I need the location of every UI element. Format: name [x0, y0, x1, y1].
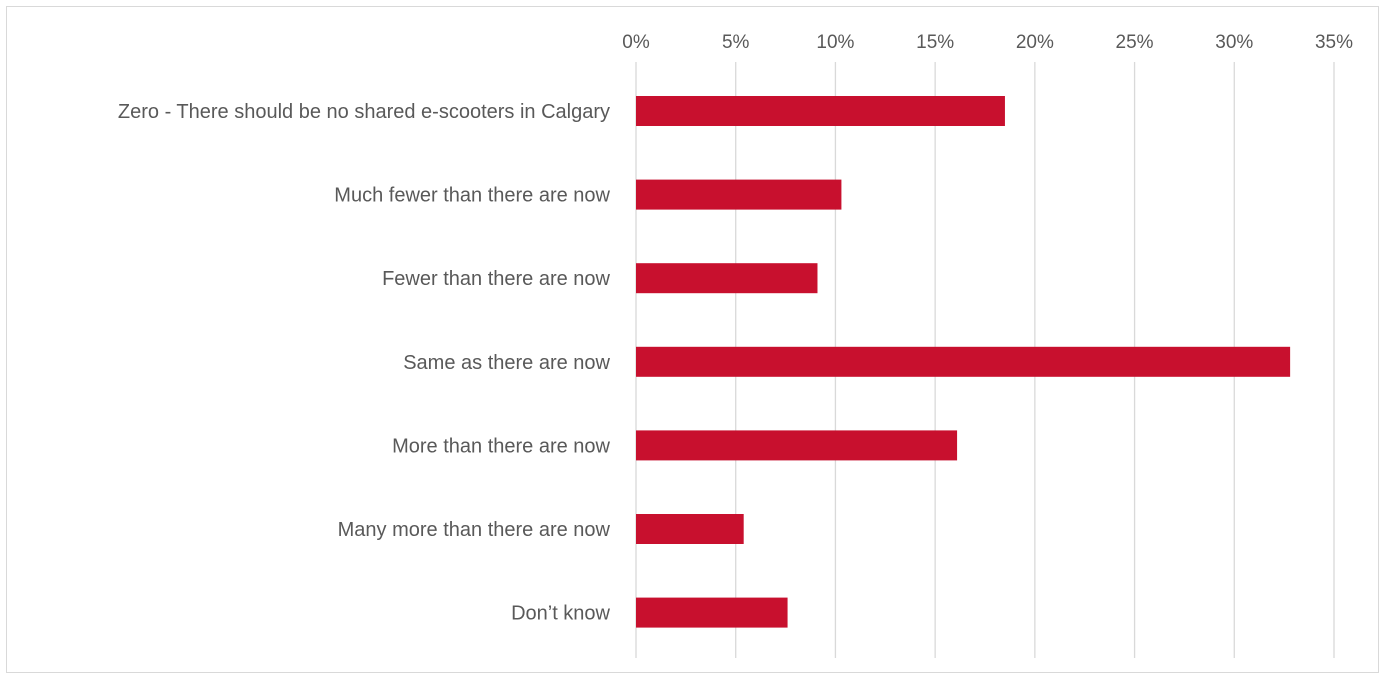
x-tick-label: 5%: [722, 32, 750, 53]
x-tick-label: 20%: [1016, 32, 1054, 53]
x-tick-label: 35%: [1315, 32, 1353, 53]
category-label: Don’t know: [511, 603, 610, 625]
bar: [636, 514, 744, 544]
x-tick-label: 25%: [1116, 32, 1154, 53]
x-tick-label: 0%: [622, 32, 650, 53]
x-tick-label: 15%: [916, 32, 954, 53]
bar: [636, 179, 842, 210]
category-label: Many more than there are now: [338, 519, 611, 541]
category-label: Same as there are now: [403, 352, 610, 374]
category-label: Fewer than there are now: [382, 268, 610, 290]
bar: [636, 597, 788, 628]
bar: [636, 430, 958, 461]
bar: [636, 263, 818, 294]
category-label: More than there are now: [392, 435, 610, 457]
category-label: Much fewer than there are now: [334, 185, 610, 207]
x-tick-label: 30%: [1215, 32, 1253, 53]
category-label: Zero - There should be no shared e-scoot…: [118, 101, 610, 123]
bar: [636, 346, 1291, 377]
x-tick-label: 10%: [816, 32, 854, 53]
bar: [636, 96, 1005, 126]
